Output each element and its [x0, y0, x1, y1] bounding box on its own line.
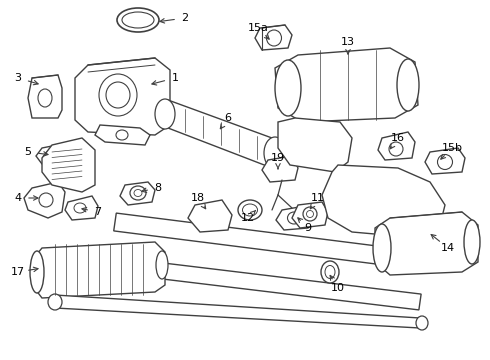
Ellipse shape — [130, 186, 146, 200]
Polygon shape — [425, 148, 465, 174]
Polygon shape — [55, 295, 420, 328]
Ellipse shape — [389, 142, 403, 156]
Ellipse shape — [264, 137, 286, 169]
Text: 11: 11 — [311, 193, 325, 203]
Ellipse shape — [464, 220, 480, 264]
Text: 19: 19 — [271, 153, 285, 163]
Text: 12: 12 — [241, 213, 255, 223]
Polygon shape — [65, 196, 98, 220]
Text: 15b: 15b — [441, 143, 463, 153]
Ellipse shape — [321, 261, 339, 283]
Polygon shape — [24, 182, 65, 218]
Ellipse shape — [416, 316, 428, 330]
Ellipse shape — [307, 211, 314, 217]
Text: 9: 9 — [304, 223, 312, 233]
Text: 3: 3 — [15, 73, 22, 83]
Polygon shape — [120, 182, 155, 205]
Polygon shape — [375, 212, 478, 275]
Text: 15a: 15a — [247, 23, 269, 33]
Polygon shape — [278, 118, 352, 172]
Ellipse shape — [373, 224, 391, 272]
Polygon shape — [32, 242, 165, 298]
Text: 4: 4 — [14, 193, 22, 203]
Polygon shape — [114, 213, 433, 271]
Ellipse shape — [325, 266, 335, 279]
Text: 16: 16 — [391, 133, 405, 143]
Ellipse shape — [122, 12, 154, 28]
Text: 8: 8 — [154, 183, 162, 193]
Polygon shape — [75, 58, 170, 135]
Ellipse shape — [267, 30, 281, 46]
Text: 5: 5 — [24, 147, 31, 157]
Text: 1: 1 — [172, 73, 178, 83]
Polygon shape — [188, 200, 232, 232]
Ellipse shape — [243, 204, 258, 216]
Polygon shape — [275, 48, 418, 122]
Ellipse shape — [39, 193, 53, 207]
Ellipse shape — [45, 150, 59, 162]
Polygon shape — [95, 125, 150, 145]
Polygon shape — [262, 156, 298, 182]
Ellipse shape — [134, 189, 142, 197]
Ellipse shape — [38, 89, 52, 107]
Text: 2: 2 — [181, 13, 189, 23]
Polygon shape — [378, 132, 415, 160]
Ellipse shape — [288, 212, 300, 224]
Ellipse shape — [74, 203, 86, 213]
Ellipse shape — [30, 251, 44, 293]
Ellipse shape — [99, 74, 137, 116]
Text: 6: 6 — [224, 113, 231, 123]
Ellipse shape — [156, 251, 168, 279]
Polygon shape — [42, 138, 95, 192]
Polygon shape — [255, 25, 292, 50]
Ellipse shape — [155, 99, 175, 129]
Text: 10: 10 — [331, 283, 345, 293]
Ellipse shape — [48, 294, 62, 310]
Ellipse shape — [117, 8, 159, 32]
Ellipse shape — [238, 200, 262, 220]
Polygon shape — [28, 75, 62, 118]
Ellipse shape — [106, 82, 130, 108]
Polygon shape — [276, 206, 312, 230]
Ellipse shape — [438, 154, 452, 170]
Polygon shape — [54, 250, 421, 310]
Ellipse shape — [116, 130, 128, 140]
Text: 13: 13 — [341, 37, 355, 47]
Polygon shape — [162, 100, 278, 168]
Polygon shape — [292, 202, 328, 228]
Polygon shape — [36, 144, 68, 164]
Text: 18: 18 — [191, 193, 205, 203]
Ellipse shape — [397, 59, 419, 111]
Text: 14: 14 — [441, 243, 455, 253]
Ellipse shape — [204, 121, 232, 143]
Polygon shape — [322, 165, 445, 238]
Text: 7: 7 — [95, 207, 101, 217]
Ellipse shape — [303, 207, 317, 221]
Ellipse shape — [209, 125, 227, 139]
Ellipse shape — [275, 60, 301, 116]
Text: 17: 17 — [11, 267, 25, 277]
